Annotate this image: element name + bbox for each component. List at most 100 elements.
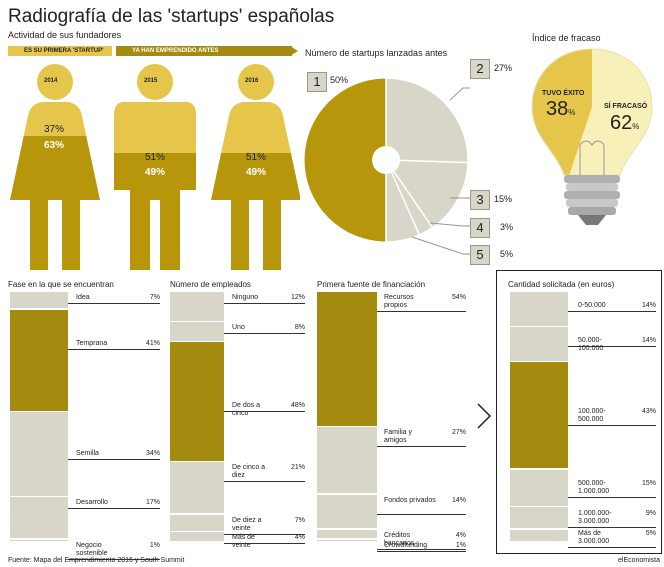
bar-segment (317, 529, 377, 538)
category-label: Más de 3.000.000 (578, 529, 610, 545)
value-label: 34% (145, 450, 160, 458)
success-unit: % (568, 108, 576, 117)
label-rule (224, 543, 305, 544)
bar-segment (10, 309, 68, 411)
label-rule (568, 310, 656, 312)
label-rule (377, 513, 466, 515)
value-label: 7% (294, 516, 305, 524)
label-rule (377, 311, 466, 312)
pie-pct-2: 27% (494, 63, 513, 73)
category-label: Más de veinte (232, 534, 255, 549)
label-rule (68, 349, 160, 351)
fail-value: 62% (610, 112, 639, 135)
bar-segment (510, 469, 568, 506)
value-label: 14% (451, 496, 466, 504)
bar-segment (170, 514, 224, 531)
value-label: 14% (641, 301, 656, 309)
founders-subtitle: Actividad de sus fundadores (8, 30, 122, 40)
bar-segment (170, 322, 224, 341)
bar-segment (10, 292, 68, 308)
category-label: De cinco a diez (232, 464, 266, 479)
page-title: Radiografía de las 'startups' españolas (8, 6, 335, 27)
value-label: 43% (641, 407, 656, 415)
bar-segment (170, 532, 224, 541)
bar-segment (10, 497, 68, 538)
label-rule (224, 481, 305, 482)
category-label: Negocio sostenible (76, 541, 108, 557)
label-rule (68, 508, 160, 509)
figure-woman-2014 (10, 64, 100, 270)
category-label: Uno (232, 324, 245, 331)
pie-num-2: 2 (470, 59, 490, 79)
value-label: 5% (645, 529, 656, 537)
value-label: 14% (641, 336, 656, 344)
year-2016: 2016 (245, 78, 259, 84)
value-label: 21% (290, 464, 305, 471)
bar-segment (510, 362, 568, 468)
legend-first-label: ES SU PRIMERA 'STARTUP' (24, 48, 104, 54)
category-label: Fondos privados (384, 496, 436, 504)
pct-2014-before: 63% (44, 140, 65, 151)
bar-segment (510, 292, 568, 326)
bar-segment (10, 412, 68, 496)
bar-segment (170, 342, 224, 461)
category-label: Crowdfunding (384, 541, 428, 549)
category-label: Desarrollo (76, 499, 108, 506)
startups-pie (303, 77, 470, 255)
value-label: 8% (294, 324, 305, 331)
fail-number: 62 (610, 112, 633, 134)
legend-before: YA HAN EMPRENDIDO ANTES (116, 46, 292, 56)
pie-num-1: 1 (307, 72, 327, 92)
value-label: 12% (290, 294, 305, 301)
label-rule (68, 459, 160, 461)
pie-title: Número de startups lanzadas antes (305, 48, 448, 58)
legend-before-label: YA HAN EMPRENDIDO ANTES (132, 48, 219, 54)
pie-num-3: 3 (470, 190, 490, 210)
legend-first-startup: ES SU PRIMERA 'STARTUP' (8, 46, 112, 56)
bar-segment (510, 327, 568, 361)
pct-2015-before: 49% (145, 167, 166, 178)
pct-2016-before: 49% (246, 167, 267, 178)
category-label: Semilla (76, 450, 99, 458)
value-label: 4% (455, 531, 466, 539)
pie-slice-3 (384, 159, 469, 229)
success-number: 38 (546, 98, 569, 120)
bottom-charts: Fase en la que se encuentran Número de e… (0, 270, 664, 560)
category-label: De dos a cinco (232, 402, 261, 417)
chart-3-title: Primera fuente de financiación (317, 280, 426, 289)
category-label: Temprana (76, 340, 108, 348)
bar-segment (510, 507, 568, 528)
label-rule (568, 527, 656, 529)
label-rule (68, 558, 160, 560)
pie-pct-4: 3% (500, 222, 514, 232)
footer-brand: elEconomista (618, 557, 661, 564)
value-label: 41% (145, 340, 160, 348)
value-label: 4% (294, 534, 305, 541)
label-rule (568, 345, 656, 347)
fail-label: SÍ FRACASÓ (604, 103, 648, 110)
footer-source: Fuente: Mapa del Emprendimiento 2016 y S… (8, 557, 185, 564)
success-label: TUVO ÉXITO (542, 90, 585, 97)
pie-slice-5 (385, 159, 421, 243)
category-label: 100.000-500.000 (578, 407, 606, 423)
pct-2016-first: 51% (246, 152, 267, 163)
category-label: 50.000-100.000 (578, 336, 604, 352)
category-label: Recursos propios (384, 294, 414, 309)
label-rule (377, 548, 466, 550)
bar-segment (10, 539, 68, 541)
pie-num-4: 4 (470, 218, 490, 238)
success-value: 38% (546, 98, 575, 121)
chevron-right-icon (477, 403, 492, 429)
value-label: 15% (641, 480, 656, 488)
value-label: 48% (290, 402, 305, 409)
value-label: 9% (645, 510, 656, 518)
category-label: 500.000-1.000.000 (578, 480, 610, 496)
label-rule (568, 546, 656, 548)
chart-2-title: Número de empleados (170, 280, 251, 289)
lightbulb-icon (531, 48, 653, 225)
category-label: Familia y amigos (384, 429, 413, 444)
founders-figures (10, 64, 300, 270)
value-label: 1% (455, 541, 466, 549)
label-rule (224, 533, 305, 535)
figure-woman-2016 (211, 64, 300, 270)
